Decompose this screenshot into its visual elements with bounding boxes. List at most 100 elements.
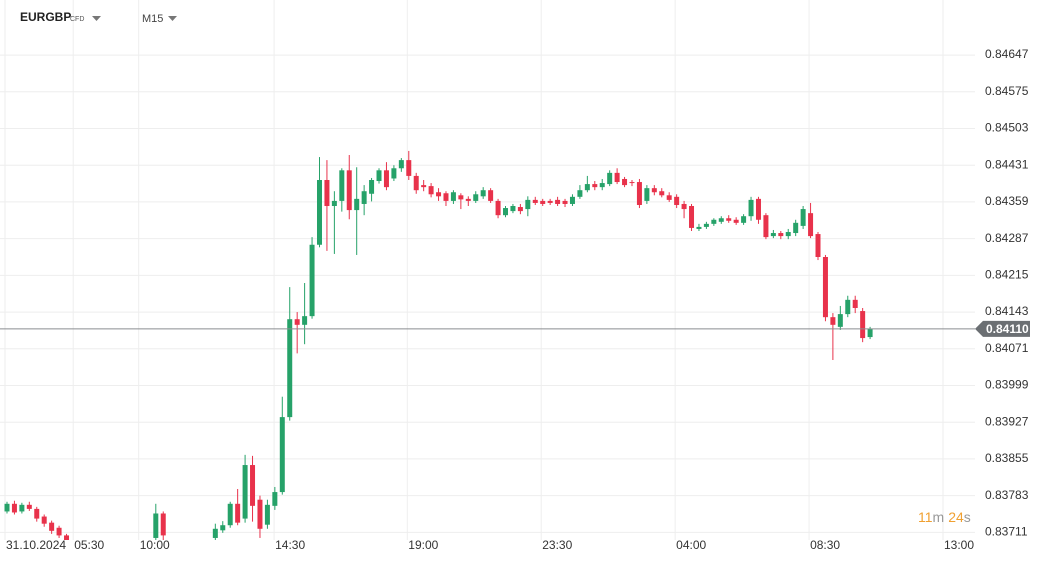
- candle-body: [562, 200, 568, 204]
- candle-body: [584, 184, 590, 191]
- candle-body: [644, 188, 650, 201]
- y-tick-label: 0.84215: [985, 268, 1029, 282]
- candle-body: [413, 175, 419, 191]
- grid: [0, 0, 975, 540]
- candle-body: [517, 207, 523, 212]
- x-tick-label: 23:30: [542, 538, 572, 552]
- candle-body: [845, 299, 851, 315]
- timeframe[interactable]: M15: [142, 13, 163, 25]
- candle-body: [436, 192, 442, 197]
- y-tick-label: 0.84143: [985, 304, 1029, 318]
- timeframe-dropdown[interactable]: [168, 16, 177, 21]
- candle-body: [56, 527, 62, 536]
- candle-body: [361, 191, 367, 204]
- x-tick-label: 05:30: [74, 538, 104, 552]
- candle-body: [800, 209, 806, 226]
- y-tick-label: 0.84431: [985, 157, 1029, 171]
- candle-body: [651, 188, 657, 193]
- x-tick-label: 13:00: [944, 538, 974, 552]
- candle-body: [309, 244, 315, 317]
- candle-body: [331, 200, 337, 207]
- countdown: 11m 24s: [918, 509, 971, 525]
- candle-body: [741, 216, 747, 223]
- y-tick-label: 0.84647: [985, 47, 1029, 61]
- candle-body: [4, 503, 10, 512]
- y-tick-label: 0.83927: [985, 414, 1029, 428]
- candle-body: [569, 196, 575, 204]
- candle-body: [599, 183, 605, 188]
- candle-body: [34, 508, 40, 519]
- candle-body: [547, 200, 553, 203]
- candle-body: [748, 199, 754, 217]
- candle-body: [815, 234, 821, 257]
- candle-body: [287, 319, 293, 418]
- candle-body: [212, 528, 218, 538]
- candle-body: [577, 190, 583, 197]
- candle-body: [220, 525, 226, 531]
- candle-body: [160, 513, 166, 536]
- candle-body: [465, 198, 471, 201]
- candle-body: [458, 195, 464, 200]
- candle-body: [41, 516, 47, 524]
- current-price-tag: [975, 320, 1030, 337]
- candle-body: [696, 226, 702, 229]
- candle-body: [629, 182, 635, 184]
- y-tick-label: 0.83711: [985, 525, 1028, 539]
- symbol[interactable]: EURGBP: [20, 10, 71, 24]
- countdown-minutes-unit: m: [933, 509, 945, 525]
- candle-body: [279, 417, 285, 493]
- candle-body: [659, 191, 665, 196]
- candle-body: [383, 170, 389, 188]
- candle-body: [718, 218, 724, 222]
- candle-body: [867, 328, 873, 338]
- candle-body: [636, 182, 642, 205]
- candle-body: [592, 184, 598, 188]
- candle-body: [703, 223, 709, 227]
- y-tick-label: 0.84575: [985, 84, 1029, 98]
- candle-body: [264, 504, 270, 525]
- candle-body: [406, 160, 412, 176]
- candle-body: [711, 219, 717, 224]
- symbol-dropdown[interactable]: [92, 16, 101, 21]
- candle-body: [830, 317, 836, 325]
- candle-body: [822, 256, 828, 318]
- candle-body: [26, 504, 32, 509]
- candles: [4, 150, 873, 540]
- x-tick-label: 14:30: [275, 538, 305, 552]
- candle-body: [346, 170, 352, 211]
- candle-body: [250, 465, 256, 506]
- candle-body: [369, 180, 375, 194]
- candle-body: [227, 503, 233, 526]
- candle-body: [763, 215, 769, 238]
- candle-body: [495, 200, 501, 216]
- candle-body: [607, 172, 613, 185]
- y-tick-label: 0.83999: [985, 378, 1029, 392]
- candle-body: [64, 535, 70, 540]
- y-tick-label: 0.84287: [985, 231, 1029, 245]
- countdown-minutes: 11: [918, 509, 933, 525]
- candle-body: [302, 316, 308, 325]
- x-tick-label: 04:00: [676, 538, 706, 552]
- candle-body: [666, 195, 672, 200]
- countdown-seconds-unit: s: [964, 509, 971, 525]
- current-price-label: 0.84110: [986, 322, 1029, 336]
- candle-body: [674, 196, 680, 205]
- x-tick-label: 10:00: [140, 538, 170, 552]
- candle-body: [49, 522, 55, 531]
- candle-body: [733, 219, 739, 223]
- candle-body: [19, 504, 25, 512]
- candle-body: [272, 492, 278, 506]
- candle-body: [860, 311, 866, 339]
- candle-body: [242, 465, 248, 519]
- candle-body: [726, 218, 732, 221]
- candle-body: [235, 503, 241, 523]
- candle-body: [622, 178, 628, 186]
- candle-body: [391, 168, 397, 179]
- candle-body: [11, 503, 17, 513]
- candle-body: [339, 170, 345, 201]
- countdown-seconds: 24: [948, 509, 964, 525]
- candle-body: [555, 199, 561, 204]
- candle-body: [153, 513, 159, 538]
